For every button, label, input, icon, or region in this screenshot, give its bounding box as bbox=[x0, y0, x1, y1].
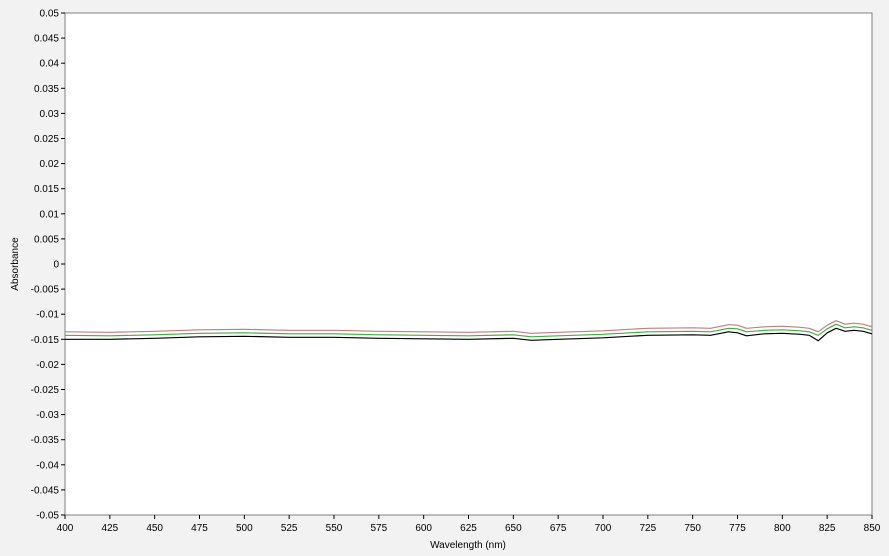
x-tick-label: 625 bbox=[460, 523, 477, 534]
y-tick-label: -0.035 bbox=[31, 435, 60, 446]
y-tick-label: -0.05 bbox=[36, 511, 59, 522]
x-axis: 400 425 450 475 500 525 550 575 600 625 650 675 700 7… bbox=[57, 515, 881, 534]
y-tick-label: 0.035 bbox=[34, 84, 59, 95]
y-tick-label: 0.015 bbox=[34, 184, 59, 195]
x-tick-label: 750 bbox=[684, 523, 701, 534]
y-tick-label: -0.02 bbox=[36, 360, 59, 371]
x-tick-label: 725 bbox=[639, 523, 656, 534]
x-tick-label: 825 bbox=[819, 523, 836, 534]
plot-area bbox=[64, 12, 873, 516]
y-tick-label: -0.005 bbox=[31, 285, 60, 296]
y-tick-label: 0.05 bbox=[40, 9, 60, 20]
x-tick-label: 475 bbox=[191, 523, 208, 534]
y-tick-label: 0.025 bbox=[34, 134, 59, 145]
y-tick-label: 0.045 bbox=[34, 34, 59, 45]
y-tick-label: 0.04 bbox=[40, 59, 60, 70]
x-tick-label: 600 bbox=[415, 523, 432, 534]
y-axis-title: Absorbance bbox=[10, 237, 21, 291]
x-tick-label: 550 bbox=[326, 523, 343, 534]
x-tick-label: 800 bbox=[774, 523, 791, 534]
y-tick-label: 0.01 bbox=[40, 209, 60, 220]
y-tick-label: -0.025 bbox=[31, 385, 60, 396]
y-tick-label: -0.01 bbox=[36, 310, 59, 321]
x-tick-label: 575 bbox=[370, 523, 387, 534]
series-line-2 bbox=[64, 323, 873, 338]
series-layer bbox=[64, 320, 873, 342]
x-tick-label: 425 bbox=[101, 523, 118, 534]
y-tick-label: -0.03 bbox=[36, 410, 59, 421]
y-tick-label: -0.04 bbox=[36, 460, 59, 471]
y-tick-label: -0.015 bbox=[31, 335, 60, 346]
y-tick-label: -0.045 bbox=[31, 485, 60, 496]
series-line-1 bbox=[64, 320, 873, 334]
y-tick-label: 0.005 bbox=[34, 234, 59, 245]
x-tick-label: 500 bbox=[236, 523, 253, 534]
y-tick-label: 0 bbox=[53, 260, 59, 271]
x-tick-label: 775 bbox=[729, 523, 746, 534]
series-line-3 bbox=[65, 327, 873, 342]
x-tick-label: 400 bbox=[57, 523, 74, 534]
x-tick-label: 650 bbox=[505, 523, 522, 534]
x-tick-label: 525 bbox=[281, 523, 298, 534]
y-tick-label: 0.03 bbox=[40, 109, 60, 120]
y-tick-label: 0.02 bbox=[40, 159, 60, 170]
x-tick-label: 675 bbox=[550, 523, 567, 534]
x-axis-title: Wavelength (nm) bbox=[430, 540, 506, 551]
x-tick-label: 850 bbox=[864, 523, 881, 534]
y-axis: 0.05 0.045 0.04 0.035 0.03 0.025 0.02 0.015 0.01… bbox=[31, 9, 65, 522]
x-tick-label: 700 bbox=[595, 523, 612, 534]
x-tick-label: 450 bbox=[146, 523, 163, 534]
